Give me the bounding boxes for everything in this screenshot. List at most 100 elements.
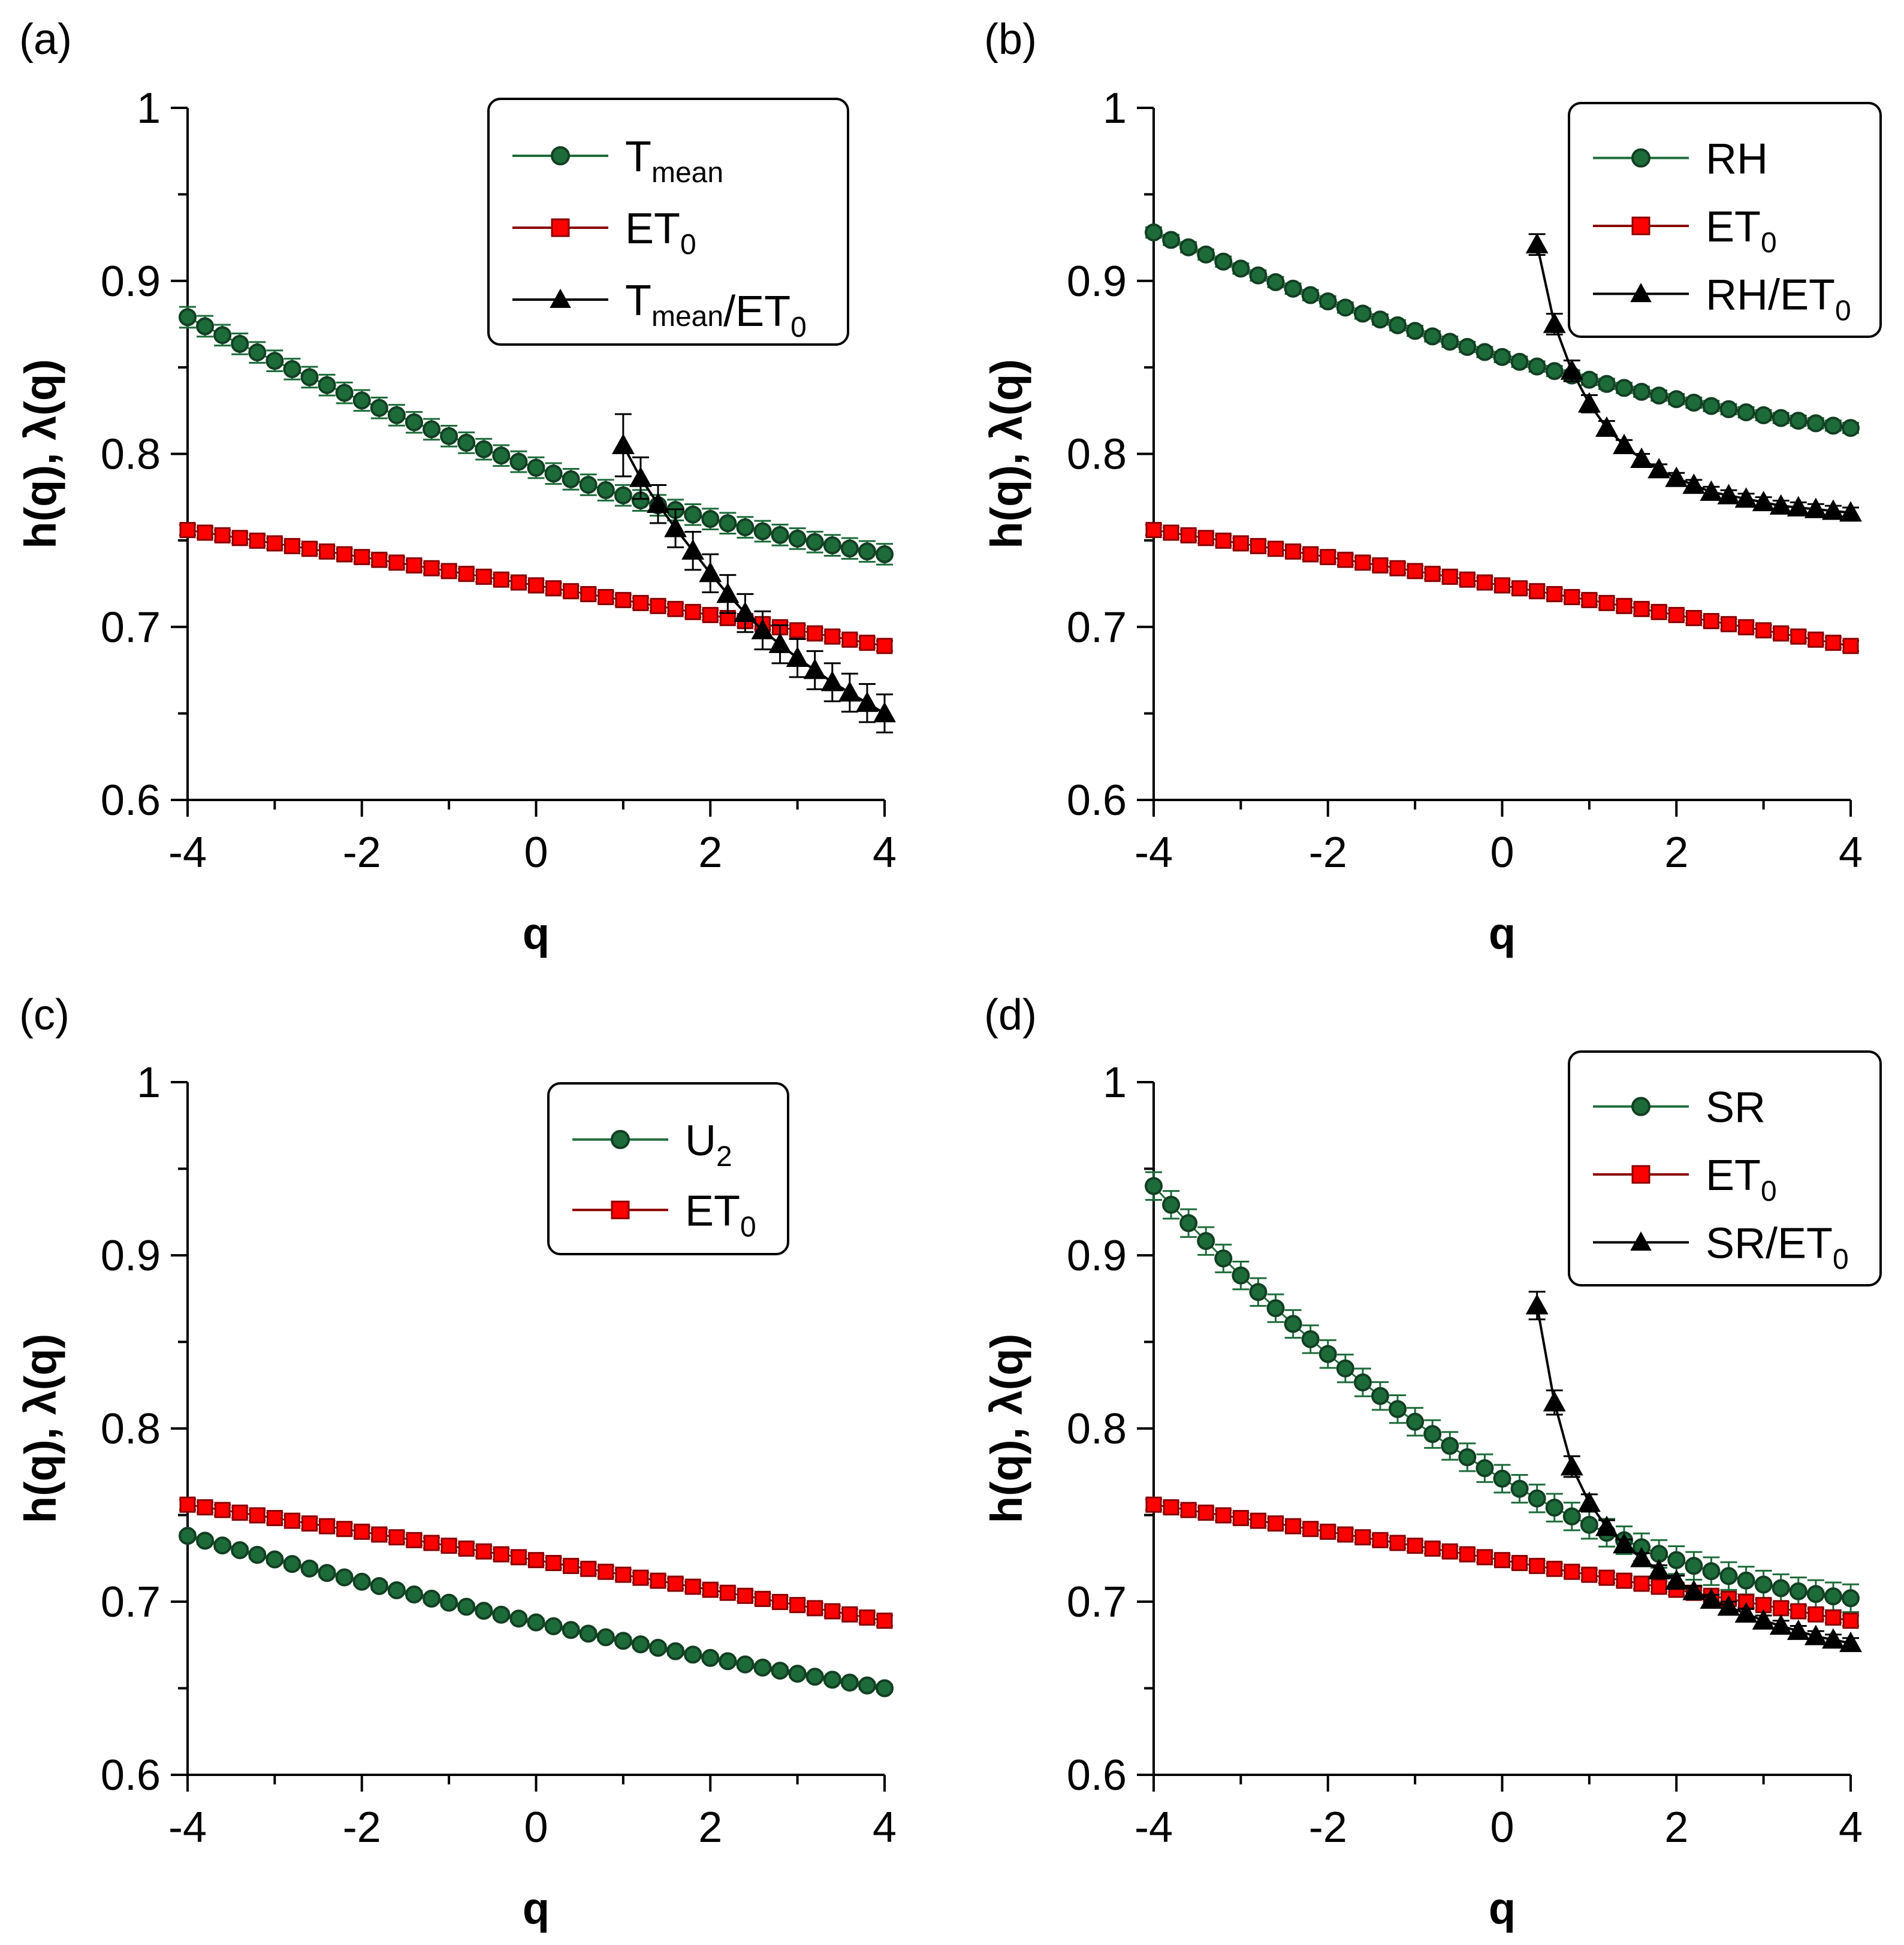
data-point [701, 1648, 720, 1667]
data-point [596, 1628, 615, 1647]
data-point [213, 1536, 232, 1555]
data-point [701, 510, 720, 528]
data-point [1266, 273, 1285, 291]
data-point [666, 1642, 685, 1660]
data-point [1752, 491, 1775, 512]
data-point [1787, 1619, 1810, 1640]
y-tick-label: 0.6 [1067, 1751, 1127, 1799]
x-tick-label: 2 [1664, 829, 1688, 877]
data-point [1630, 447, 1653, 468]
data-point [179, 1496, 196, 1513]
data-point [1268, 540, 1284, 557]
data-point [509, 452, 528, 471]
data-point [1647, 1559, 1671, 1579]
x-tick-label: 2 [1664, 1804, 1688, 1852]
data-point [213, 326, 232, 345]
data-point [667, 600, 684, 617]
data-point [824, 1603, 841, 1620]
data-point [371, 1526, 388, 1543]
data-point [702, 606, 719, 623]
data-point [1162, 1195, 1181, 1214]
data-point [1633, 382, 1651, 401]
data-point [647, 492, 669, 514]
x-tick-label: 4 [873, 829, 897, 877]
y-tick-label: 0.7 [1067, 1578, 1127, 1626]
data-point [684, 1578, 701, 1595]
data-point [1232, 1266, 1250, 1285]
panel-label: (b) [984, 16, 1037, 64]
data-point [664, 517, 687, 537]
x-axis-title: q [523, 908, 550, 958]
data-point [1682, 1579, 1706, 1600]
data-point [771, 525, 789, 544]
legend-label: RH/ET0 [1706, 271, 1851, 327]
data-point [492, 446, 511, 465]
data-point [1595, 416, 1618, 437]
data-point [1493, 1469, 1511, 1488]
data-point [370, 398, 388, 417]
data-point [283, 537, 300, 554]
y-tick-label: 0.8 [101, 431, 161, 479]
legend-label: U2 [685, 1117, 732, 1173]
data-point [458, 1540, 475, 1557]
x-axis-title: q [523, 1883, 550, 1933]
data-point [1719, 400, 1738, 418]
legend-marker [1630, 283, 1652, 303]
data-point [1511, 580, 1528, 597]
data-point [1528, 357, 1546, 376]
data-point [196, 1532, 215, 1550]
data-point [753, 522, 772, 540]
data-point [1337, 551, 1354, 568]
data-point [615, 1566, 632, 1583]
data-point [352, 391, 371, 410]
y-tick-label: 0.9 [101, 258, 161, 306]
data-point [231, 334, 249, 353]
data-point [1546, 586, 1563, 603]
x-tick-label: -4 [1134, 829, 1173, 877]
data-point [786, 646, 809, 668]
data-point [265, 1550, 284, 1569]
data-point [873, 702, 896, 723]
data-point [1389, 1535, 1406, 1551]
legend-text-part: ET [1706, 1152, 1761, 1200]
data-point [266, 535, 283, 552]
data-point [736, 518, 755, 537]
data-point [614, 1632, 632, 1650]
data-point [788, 1665, 807, 1683]
legend-label: RH [1706, 135, 1768, 183]
data-point [231, 1504, 248, 1521]
data-point [352, 1572, 371, 1591]
data-point [300, 1559, 319, 1578]
y-axis-title: h(q), λ(q) [982, 1334, 1031, 1523]
data-point [475, 1602, 493, 1620]
data-point [1755, 622, 1772, 639]
data-point [423, 1535, 440, 1551]
data-point [563, 1557, 580, 1574]
data-point [1633, 600, 1650, 617]
data-point [1665, 1569, 1688, 1590]
data-point [528, 1552, 544, 1569]
legend-marker [550, 288, 571, 308]
data-point [1615, 379, 1634, 397]
data-point [1650, 386, 1668, 405]
data-point [1232, 259, 1250, 278]
data-point [1301, 1330, 1320, 1348]
data-point [249, 532, 265, 549]
data-point [1577, 1491, 1601, 1512]
data-point [614, 486, 632, 505]
data-point [1424, 566, 1441, 582]
data-point [1772, 409, 1790, 427]
data-point [681, 539, 705, 560]
data-point [754, 1590, 771, 1607]
y-tick-label: 0.7 [1067, 603, 1127, 651]
data-point [632, 594, 649, 611]
y-tick-label: 0.7 [101, 603, 161, 651]
legend-text-part: ET [625, 205, 680, 253]
data-point [1633, 1575, 1650, 1592]
data-point [562, 1621, 580, 1639]
data-point [596, 481, 615, 500]
data-point [1737, 1571, 1755, 1590]
legend-label: ET0 [1706, 1152, 1777, 1207]
data-point [1808, 632, 1824, 648]
